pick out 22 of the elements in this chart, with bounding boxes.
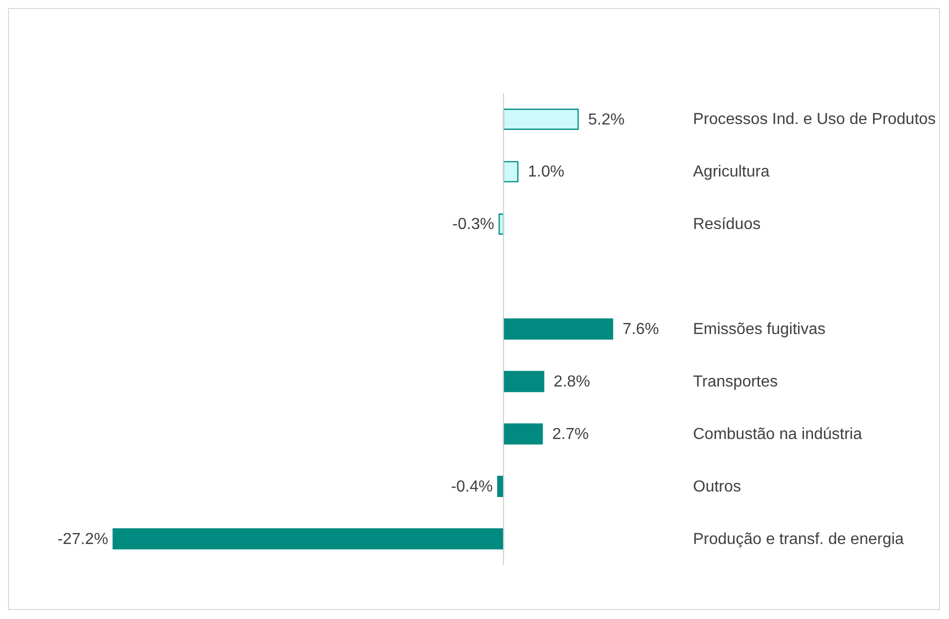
y-tick-label: Agricultura [693,164,770,181]
y-tick-label: Transportes [693,373,778,390]
data-label: 2.7% [552,426,589,443]
y-tick-label: Produção e transf. de energia [693,530,904,548]
bar [502,108,579,130]
bar [502,318,614,340]
data-label: 7.6% [622,321,660,338]
bar [502,161,518,182]
data-label: -0.3% [452,216,494,234]
bar [112,528,504,550]
y-tick-label: Combustão na indústria [693,426,862,443]
bar [502,423,543,445]
y-tick-label: Processos Ind. e Uso de Produtos [693,111,936,128]
y-tick-label: Resíduos [693,216,761,234]
data-label: -27.2% [57,530,108,548]
data-label: 1.0% [528,164,564,181]
bar [502,370,544,392]
data-label: -0.4% [450,478,493,496]
data-label: 5.2% [588,111,625,128]
y-tick-label: Outros [693,478,742,496]
y-tick-label: Emissões fugitivas [693,321,826,338]
data-label: 2.8% [554,373,590,390]
